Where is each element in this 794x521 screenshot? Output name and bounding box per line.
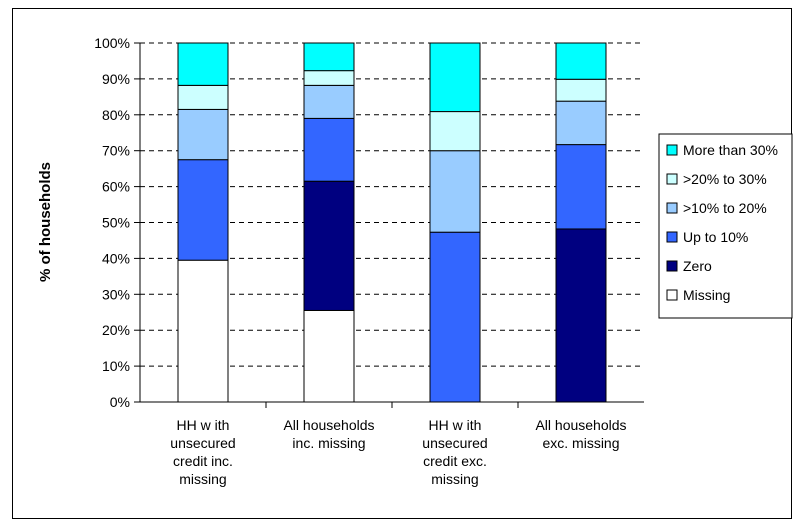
bar-segment [555, 78, 607, 102]
y-tick-label: 10% [102, 358, 130, 374]
x-category-label: All households exc. missing [535, 417, 626, 451]
bar-segment [303, 117, 355, 182]
legend-swatch [666, 202, 678, 214]
bar-segment [555, 228, 607, 403]
legend-label: >20% to 30% [683, 171, 767, 187]
x-category-labels: HH w ith unsecured credit inc. missing All h… [170, 417, 626, 487]
legend-swatch [666, 260, 678, 272]
legend-swatch [666, 231, 678, 243]
y-tick-label: 80% [102, 107, 130, 123]
bar-segment [429, 150, 481, 233]
y-tick-label: 50% [102, 215, 130, 231]
legend-box [658, 133, 793, 319]
legend-label: >10% to 20% [683, 200, 767, 216]
bar-segment [303, 84, 355, 119]
bar-segment [177, 84, 229, 110]
bar-segment [303, 309, 355, 403]
bar-segment [555, 100, 607, 146]
y-tick-label: 20% [102, 322, 130, 338]
y-tick-label: 40% [102, 250, 130, 266]
bar-segment [177, 42, 229, 86]
bar-segment [555, 144, 607, 230]
bar-segment [177, 159, 229, 261]
x-category-label: HH w ith unsecured credit inc. missing [170, 417, 235, 487]
legend-label: Zero [683, 258, 712, 274]
x-category-label: HH w ith unsecured credit exc. missing [422, 417, 487, 487]
bar-segment [303, 180, 355, 311]
bar-segment [303, 70, 355, 86]
y-tick-label: 0% [110, 394, 130, 410]
legend: More than 30% >20% to 30% >10% to 20% Up to… [658, 133, 793, 319]
y-tick-label: 90% [102, 71, 130, 87]
legend-label: Missing [683, 287, 730, 303]
legend-label: Up to 10% [683, 229, 748, 245]
y-axis-label: % of households [37, 162, 54, 282]
legend-swatch [666, 289, 678, 301]
y-tick-label: 60% [102, 179, 130, 195]
bar-segment [429, 111, 481, 152]
legend-swatch [666, 144, 678, 156]
bar-segment [303, 42, 355, 72]
y-tick-labels: 0% 10% 20% 30% 40% 50% 60% 70% 80% 90% 100% [94, 35, 140, 410]
bars [177, 42, 607, 403]
bar-segment [177, 108, 229, 161]
bar-segment [555, 42, 607, 80]
bar-segment [429, 231, 481, 403]
legend-swatch [666, 173, 678, 185]
bar-segment [177, 259, 229, 403]
legend-label: More than 30% [683, 142, 778, 158]
x-category-label: All households inc. missing [283, 417, 374, 451]
y-tick-label: 70% [102, 143, 130, 159]
y-tick-label: 30% [102, 286, 130, 302]
bar-segment [429, 42, 481, 113]
y-tick-label: 100% [94, 35, 130, 51]
